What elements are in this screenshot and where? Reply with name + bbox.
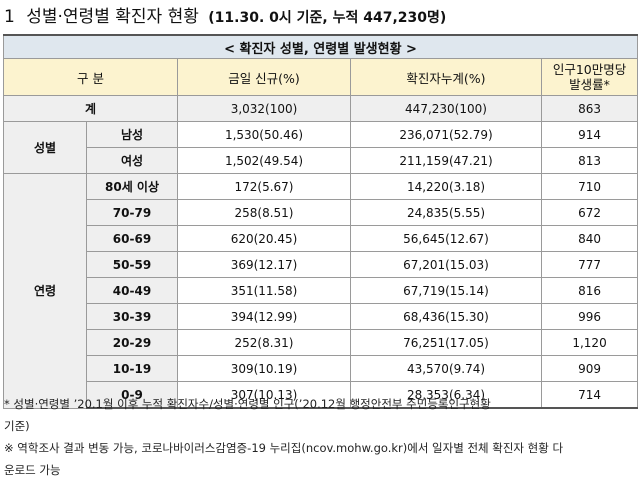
total-label: 계 <box>3 95 178 122</box>
cell-rate: 710 <box>540 173 639 200</box>
cell-cumulative: 76,251(17.05) <box>350 329 542 356</box>
footnotes: * 성별·연령별 ’20.1월 이후 누적 확진자수/성별·연령별 인구(’20… <box>4 393 636 481</box>
table-row-total: 계 3,032(100) 447,230(100) 863 <box>3 95 639 122</box>
cell-cumulative: 14,220(3.18) <box>350 173 542 200</box>
cell-new: 309(10.19) <box>177 355 351 382</box>
cell-cumulative: 236,071(52.79) <box>350 121 542 148</box>
cell-new: 351(11.58) <box>177 277 351 304</box>
heading-subtitle: (11.30. 0시 기준, 누적 447,230명) <box>208 10 447 26</box>
footnote-line: * 성별·연령별 ’20.1월 이후 누적 확진자수/성별·연령별 인구(’20… <box>4 397 491 411</box>
row-label: 80세 이상 <box>86 173 178 200</box>
total-new: 3,032(100) <box>177 95 351 122</box>
cell-rate: 672 <box>540 199 639 226</box>
header-incidence-line1: 인구10만명당 <box>552 62 627 77</box>
row-label: 10-19 <box>86 355 178 382</box>
row-label: 70-79 <box>86 199 178 226</box>
table-row: 60-69 620(20.45) 56,645(12.67) 840 <box>4 225 639 252</box>
table-row: 50-59 369(12.17) 67,201(15.03) 777 <box>4 251 639 278</box>
cell-rate: 813 <box>540 147 639 174</box>
header-incidence-line2: 발생률* <box>569 77 610 92</box>
cell-cumulative: 24,835(5.55) <box>350 199 542 226</box>
header-cumulative: 확진자누계(%) <box>350 58 542 96</box>
confirmed-cases-table: < 확진자 성별, 연령별 발생현황 > 구 분 금일 신규(%) 확진자누계(… <box>2 34 639 409</box>
table-caption-row: < 확진자 성별, 연령별 발생현황 > <box>2 34 639 59</box>
cell-cumulative: 211,159(47.21) <box>350 147 542 174</box>
footnote-line: ※ 역학조사 결과 변동 가능, 코로나바이러스감염증-19 누리집(ncov.… <box>4 441 564 455</box>
table-row: 40-49 351(11.58) 67,719(15.14) 816 <box>4 277 639 304</box>
header-category: 구 분 <box>3 58 178 96</box>
header-incidence: 인구10만명당 발생률* <box>540 58 639 96</box>
cell-rate: 996 <box>540 303 639 330</box>
header-new-today: 금일 신규(%) <box>177 58 351 96</box>
cell-new: 1,530(50.46) <box>177 121 351 148</box>
table-row: 30-39 394(12.99) 68,436(15.30) 996 <box>4 303 639 330</box>
cell-cumulative: 68,436(15.30) <box>350 303 542 330</box>
cell-rate: 1,120 <box>540 329 639 356</box>
section-number: 1 <box>4 7 15 27</box>
cell-new: 258(8.51) <box>177 199 351 226</box>
sex-group-label: 성별 <box>3 121 87 174</box>
table-row: 70-79 258(8.51) 24,835(5.55) 672 <box>4 199 639 226</box>
table-header-row: 구 분 금일 신규(%) 확진자누계(%) 인구10만명당 발생률* <box>3 58 639 96</box>
cell-rate: 909 <box>540 355 639 382</box>
cell-cumulative: 43,570(9.74) <box>350 355 542 382</box>
row-label: 여성 <box>86 147 178 174</box>
table-row: 연령 80세 이상 172(5.67) 14,220(3.18) 710 <box>3 173 639 409</box>
row-label: 0-9 <box>86 381 178 409</box>
total-cumulative: 447,230(100) <box>350 95 542 122</box>
row-label: 20-29 <box>86 329 178 356</box>
cell-rate: 914 <box>540 121 639 148</box>
cell-cumulative: 56,645(12.67) <box>350 225 542 252</box>
table-row: 20-29 252(8.31) 76,251(17.05) 1,120 <box>4 329 639 356</box>
cell-new: 307(10.13) <box>177 381 351 409</box>
cell-rate: 840 <box>540 225 639 252</box>
cell-new: 1,502(49.54) <box>177 147 351 174</box>
cell-cumulative: 67,719(15.14) <box>350 277 542 304</box>
row-label: 30-39 <box>86 303 178 330</box>
table-caption: < 확진자 성별, 연령별 발생현황 > <box>2 34 639 59</box>
cell-new: 394(12.99) <box>177 303 351 330</box>
table-row: 10-19 309(10.19) 43,570(9.74) 909 <box>4 355 639 382</box>
cell-rate: 777 <box>540 251 639 278</box>
row-label: 60-69 <box>86 225 178 252</box>
row-label: 40-49 <box>86 277 178 304</box>
footnote-line: 운로드 가능 <box>4 463 61 477</box>
row-label: 50-59 <box>86 251 178 278</box>
heading-title: 성별·연령별 확진자 현황 <box>26 7 199 27</box>
cell-new: 252(8.31) <box>177 329 351 356</box>
row-label: 남성 <box>86 121 178 148</box>
total-rate: 863 <box>540 95 639 122</box>
cell-rate: 816 <box>540 277 639 304</box>
cell-cumulative: 28,353(6.34) <box>350 381 542 409</box>
cell-new: 620(20.45) <box>177 225 351 252</box>
table-row: 성별 남성 1,530(50.46) 236,071(52.79) 914 <box>3 121 639 174</box>
table-row: 0-9 307(10.13) 28,353(6.34) 714 <box>4 381 639 409</box>
cell-rate: 714 <box>540 381 639 409</box>
page-heading: 1 성별·연령별 확진자 현황 (11.30. 0시 기준, 누적 447,23… <box>4 4 446 30</box>
footnote-line: 기준) <box>4 419 30 433</box>
cell-new: 369(12.17) <box>177 251 351 278</box>
cell-cumulative: 67,201(15.03) <box>350 251 542 278</box>
table-row: 여성 1,502(49.54) 211,159(47.21) 813 <box>4 147 639 174</box>
cell-new: 172(5.67) <box>177 173 351 200</box>
age-group-label: 연령 <box>3 173 87 409</box>
